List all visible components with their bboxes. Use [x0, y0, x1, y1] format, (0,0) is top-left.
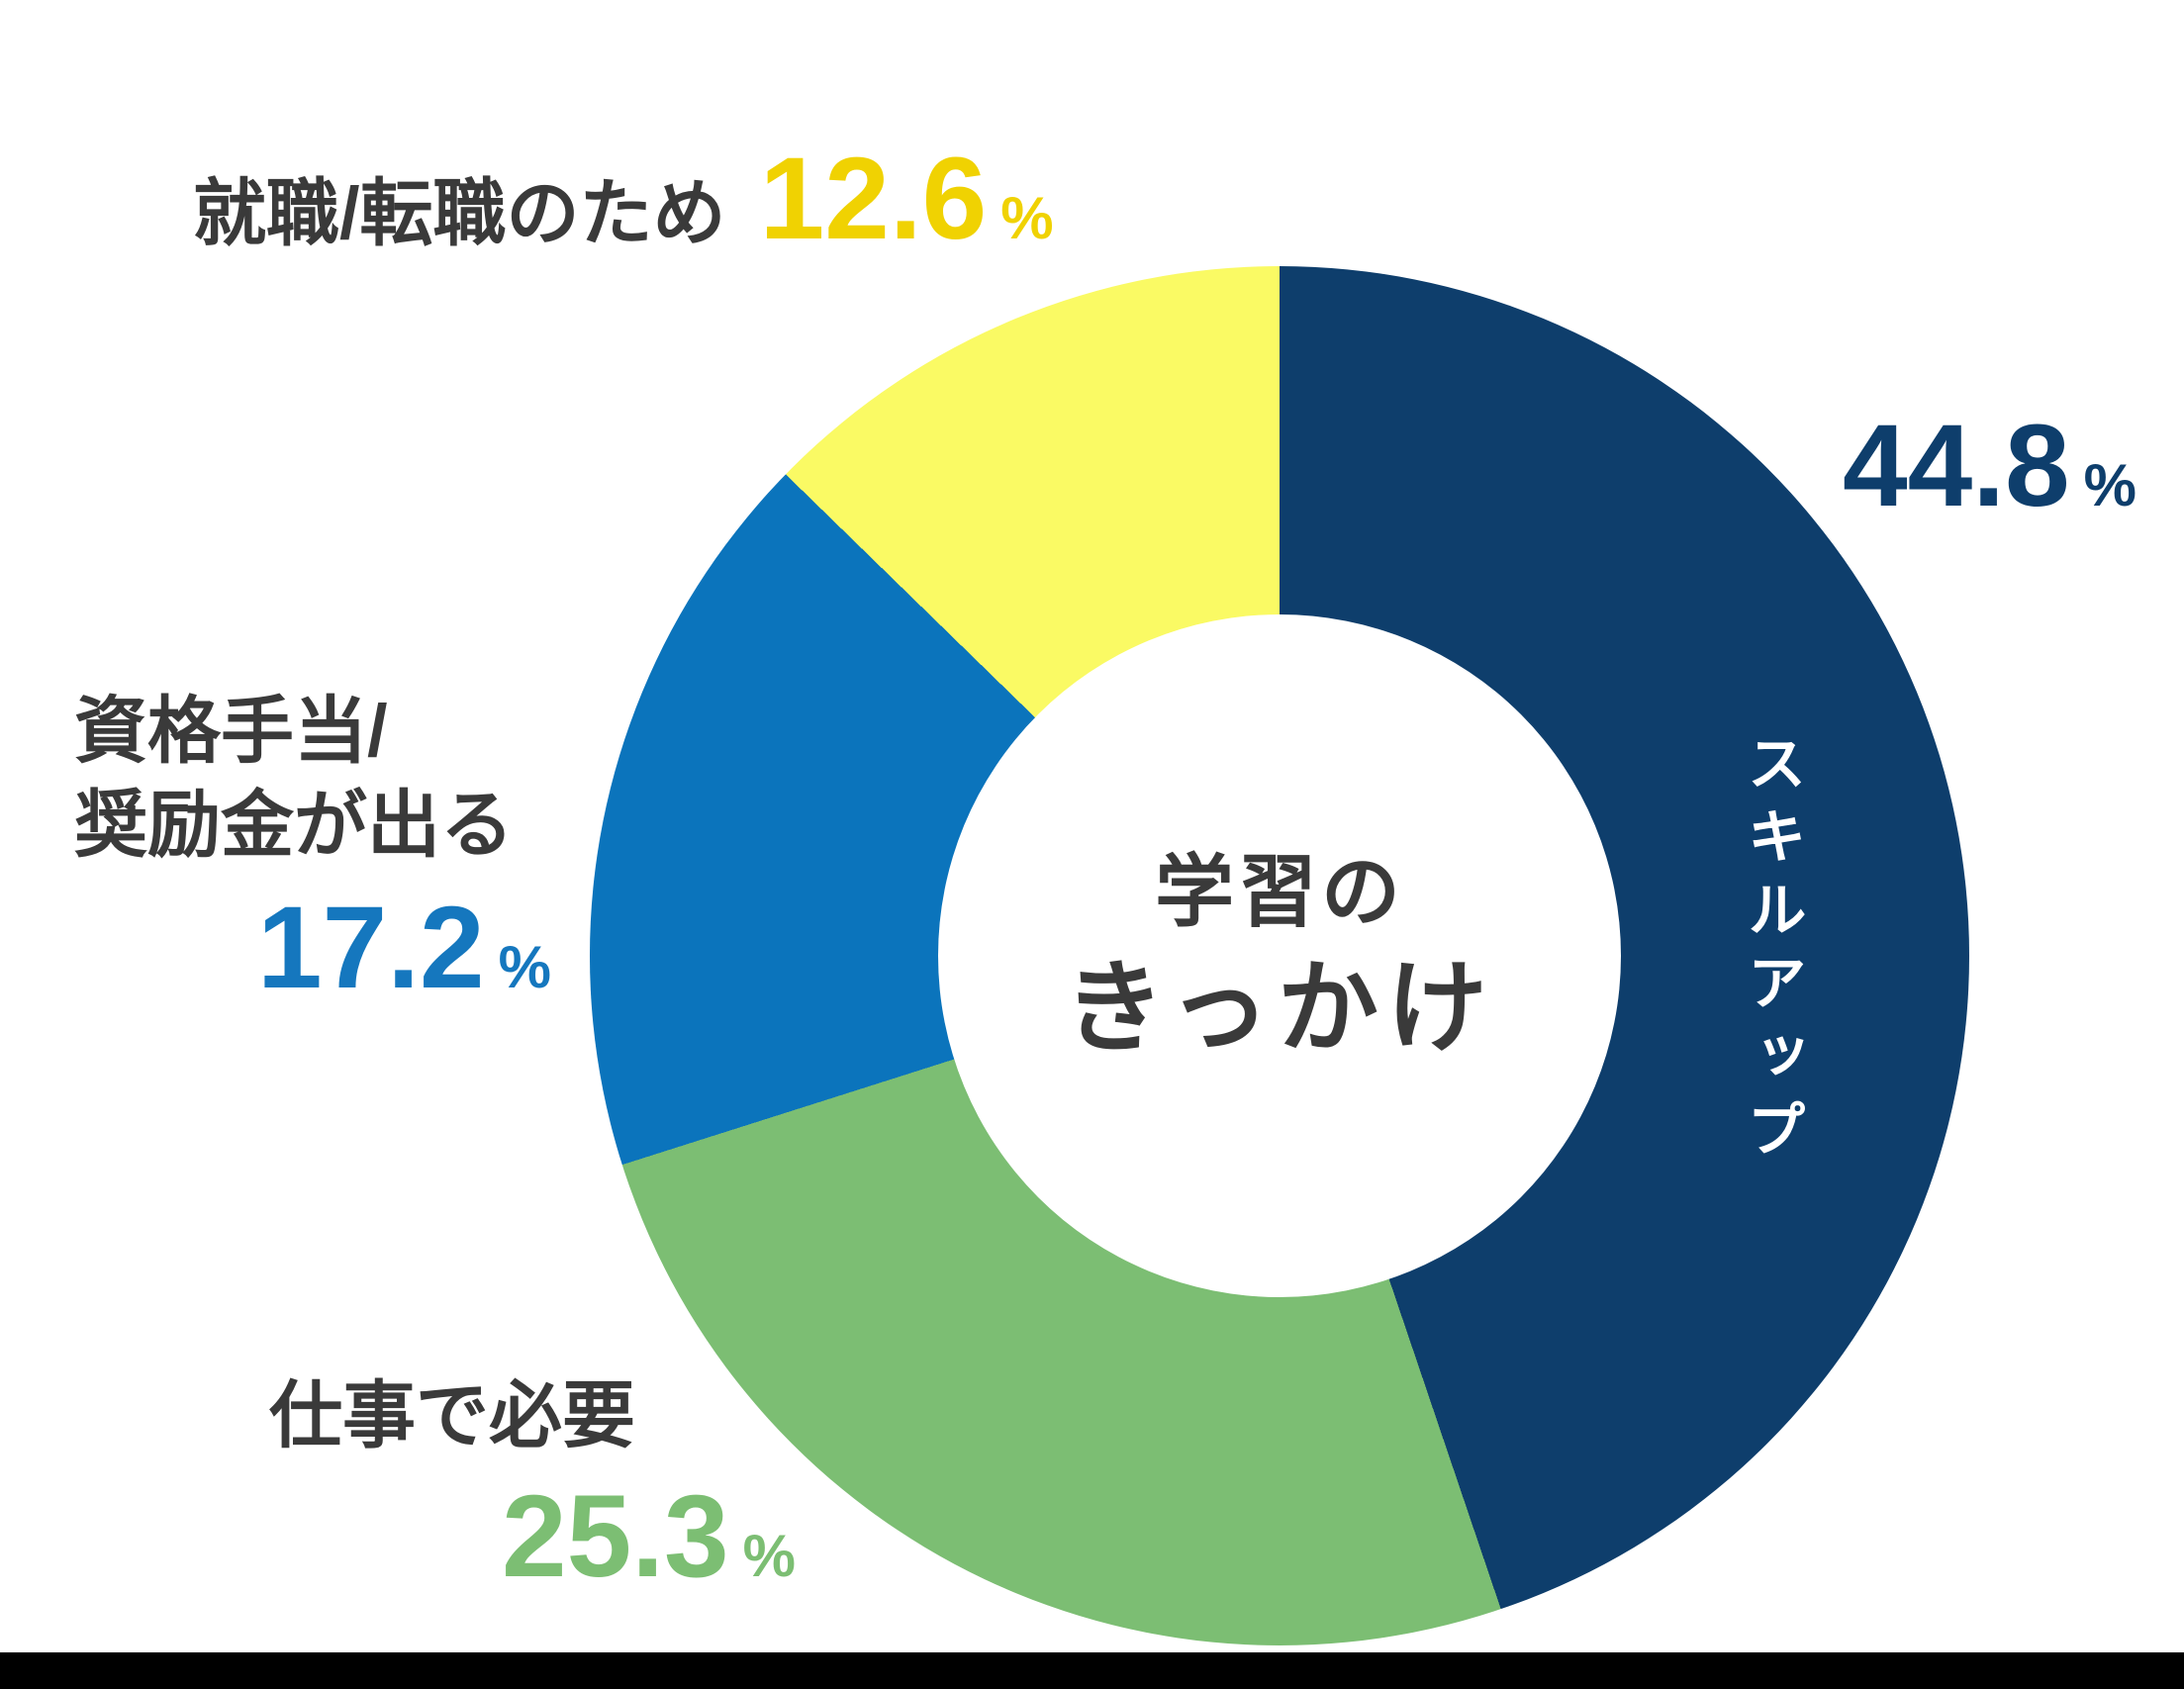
- label-group-job-change: 就職/転職のため 12.6 %: [193, 141, 1054, 257]
- bottom-black-bar: [0, 1652, 2184, 1689]
- unit-work-necessity: %: [742, 1523, 797, 1589]
- donut-center: 学習の きっかけ: [938, 614, 1621, 1297]
- value-row-skillup: 44.8 %: [1843, 408, 2137, 524]
- value-row-job-change: 12.6 %: [760, 141, 1054, 257]
- label-group-allowance: 資格手当/ 奨励金が出る 17.2 %: [74, 685, 551, 1006]
- label-work-necessity: 仕事で必要: [269, 1374, 635, 1456]
- center-title-line1: 学習の: [1155, 848, 1404, 936]
- center-title-line2: きっかけ: [1064, 952, 1495, 1065]
- label-allowance-line2: 奨励金が出る: [74, 783, 514, 866]
- value-work-necessity: 25.3: [502, 1471, 729, 1602]
- value-job-change: 12.6: [759, 134, 988, 264]
- value-row-allowance: 17.2 %: [257, 890, 551, 1006]
- value-allowance: 17.2: [257, 883, 485, 1014]
- label-allowance-line1: 資格手当/: [74, 690, 388, 772]
- unit-allowance: %: [498, 934, 552, 1001]
- value-row-work-necessity: 25.3 %: [502, 1478, 796, 1595]
- unit-job-change: %: [1000, 185, 1054, 251]
- label-group-work-necessity: 仕事で必要 25.3 %: [269, 1374, 796, 1596]
- segment-label-skillup: スキルアップ: [1739, 732, 1805, 1172]
- label-job-change: 就職/転職のため: [193, 172, 726, 254]
- value-skillup: 44.8: [1843, 401, 2070, 531]
- unit-skillup: %: [2083, 452, 2137, 518]
